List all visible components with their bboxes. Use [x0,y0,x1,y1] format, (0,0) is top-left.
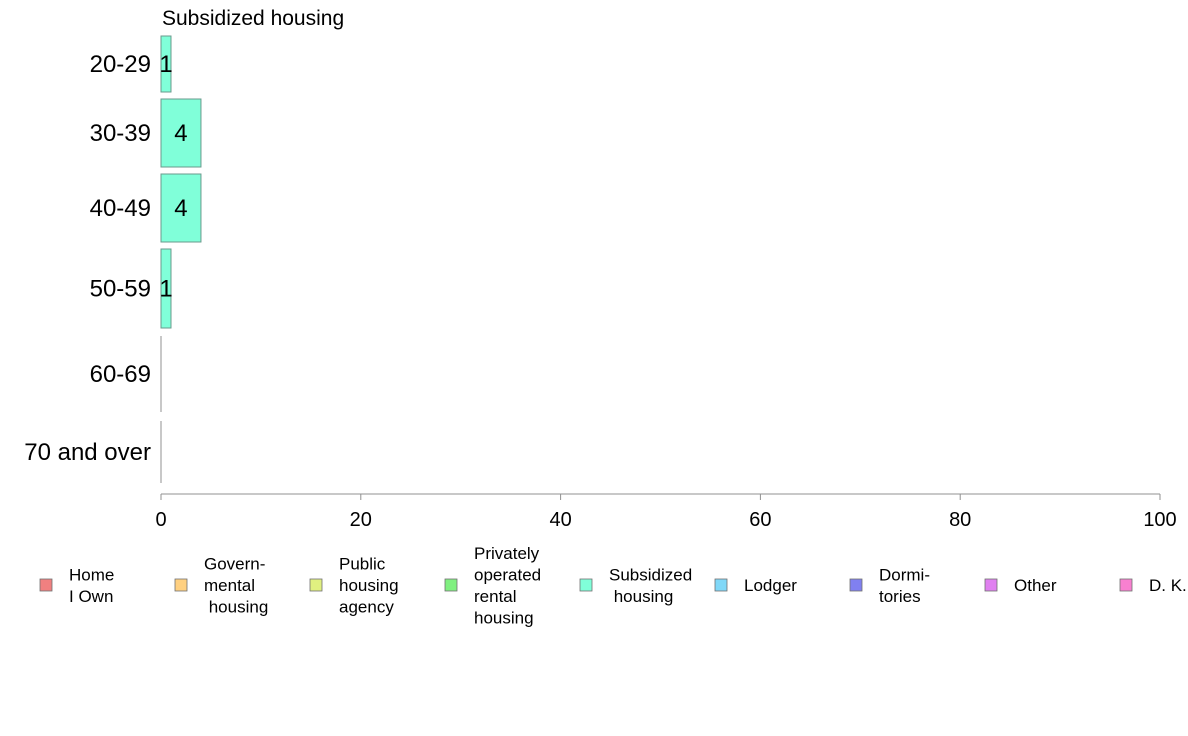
bar-value-label: 1 [159,51,172,78]
legend-label-line: Dormi- [879,565,930,584]
bars-group: 20-29 1 30-39 4 40-49 4 50-59 1 60-69 70 and over [24,35,202,483]
legend-label-line: agency [339,598,394,617]
legend-item: Govern-mental housing [174,555,268,617]
x-tick-label: 100 [1143,509,1176,531]
x-tick-label: 0 [155,509,166,531]
bar [160,98,202,168]
category-label: 60-69 [90,361,151,388]
legend-label: Lodger [744,576,797,595]
legend-swatch [984,578,998,592]
legend-label-line: D. K. [1149,576,1187,595]
bar [160,248,172,329]
legend-label: Subsidized housing [609,565,692,606]
bar-value-label: 4 [174,120,187,147]
legend-label: Dormi-tories [879,565,930,606]
x-tick-label: 60 [749,509,771,531]
category-label: 20-29 [90,51,151,78]
legend-item: Dormi-tories [849,565,930,606]
legend-item: Other [984,576,1057,595]
x-tick-label: 80 [949,509,971,531]
legend-swatch [579,578,593,592]
legend-item: Public housing agency [309,555,399,617]
legend-label-line: Subsidized [609,565,692,584]
category-label: 50-59 [90,276,151,303]
legend-label: D. K. [1149,576,1187,595]
legend-swatch [1119,578,1133,592]
legend-label: Privately operated rental housing [474,544,541,628]
legend-item: Lodger [714,576,797,595]
chart-title: Subsidized housing [162,7,344,30]
legend-label: Home I Own [69,565,114,606]
legend-label-line: housing [609,587,673,606]
legend-label-line: housing [204,598,268,617]
legend-label: Other [1014,576,1057,595]
legend-label-line: Public [339,555,386,574]
legend-item: Privately operated rental housing [444,544,541,628]
legend-label-line: Other [1014,576,1057,595]
legend-label-line: Govern- [204,555,265,574]
legend: Home I Own Govern-mental housing Public hous… [39,544,1187,628]
bar [160,173,202,243]
legend-label-line: operated [474,565,541,584]
category-label: 30-39 [90,120,151,147]
legend-swatch [444,578,458,592]
bar [160,35,172,93]
legend-label-line: tories [879,587,921,606]
category-label: 70 and over [24,439,151,466]
legend-swatch [174,578,188,592]
bar-value-label: 1 [159,276,172,303]
legend-label-line: Home [69,565,114,584]
legend-label: Govern-mental housing [204,555,268,617]
legend-item: Home I Own [39,565,114,606]
category-label: 40-49 [90,195,151,222]
x-tick-label: 20 [350,509,372,531]
legend-item: Subsidized housing [579,565,692,606]
legend-item: D. K. [1119,576,1187,595]
legend-swatch [714,578,728,592]
legend-label-line: mental [204,576,255,595]
legend-label-line: I Own [69,587,113,606]
bar-value-label: 4 [174,195,187,222]
legend-swatch [309,578,323,592]
legend-swatch [39,578,53,592]
legend-label-line: Lodger [744,576,797,595]
legend-label-line: rental [474,587,517,606]
legend-swatch [849,578,863,592]
x-tick-label: 40 [549,509,571,531]
legend-label-line: housing [339,576,399,595]
x-axis: 0 20 40 60 80 100 [155,493,1177,531]
legend-label-line: Privately [474,544,540,563]
legend-label: Public housing agency [339,555,399,617]
legend-label-line: housing [474,608,534,627]
